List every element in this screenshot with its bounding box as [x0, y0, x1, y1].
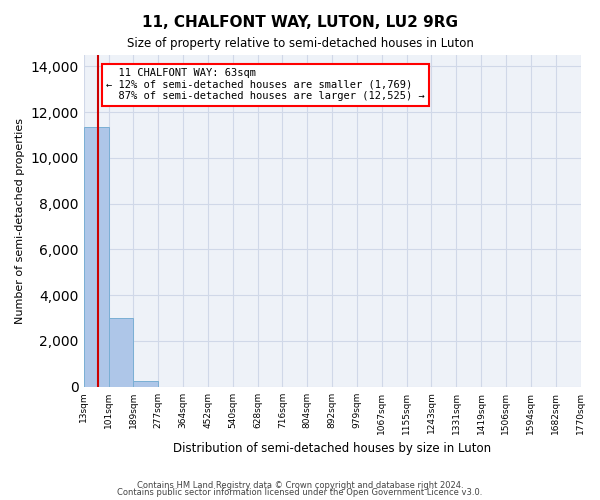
- Bar: [83, 127, 109, 386]
- Y-axis label: Number of semi-detached properties: Number of semi-detached properties: [15, 118, 25, 324]
- Text: Size of property relative to semi-detached houses in Luton: Size of property relative to semi-detach…: [127, 38, 473, 51]
- Text: 11, CHALFONT WAY, LUTON, LU2 9RG: 11, CHALFONT WAY, LUTON, LU2 9RG: [142, 15, 458, 30]
- Bar: [109, 318, 133, 386]
- Text: 11 CHALFONT WAY: 63sqm  
← 12% of semi-detached houses are smaller (1,769)
  87%: 11 CHALFONT WAY: 63sqm ← 12% of semi-det…: [106, 68, 425, 102]
- Text: Contains public sector information licensed under the Open Government Licence v3: Contains public sector information licen…: [118, 488, 482, 497]
- Bar: [133, 382, 158, 386]
- X-axis label: Distribution of semi-detached houses by size in Luton: Distribution of semi-detached houses by …: [173, 442, 491, 455]
- Text: Contains HM Land Registry data © Crown copyright and database right 2024.: Contains HM Land Registry data © Crown c…: [137, 480, 463, 490]
